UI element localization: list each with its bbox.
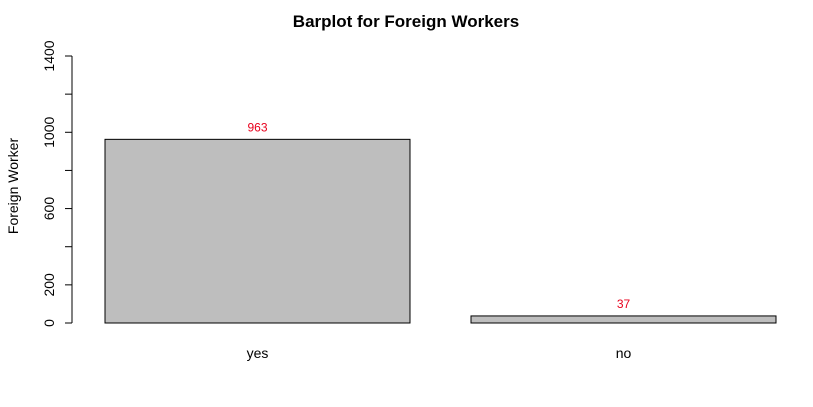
category-label-no: no xyxy=(616,345,632,361)
category-labels-group: yes no xyxy=(247,345,632,361)
y-tick-label: 200 xyxy=(41,273,57,297)
y-axis-label: Foreign Worker xyxy=(5,138,21,235)
y-tick-label: 600 xyxy=(41,197,57,221)
bar-yes xyxy=(104,138,411,324)
y-axis: 0 200 600 1000 1400 xyxy=(41,40,73,327)
bar-value-label: 963 xyxy=(247,120,267,134)
chart-title: Barplot for Foreign Workers xyxy=(293,12,519,31)
value-labels-group: 963 37 xyxy=(247,120,630,311)
bar-value-label: 37 xyxy=(617,297,631,311)
category-label-yes: yes xyxy=(247,345,269,361)
bars-group xyxy=(104,138,777,324)
y-tick-label: 1400 xyxy=(41,40,57,71)
bar-no xyxy=(470,315,777,324)
y-tick-label: 0 xyxy=(41,319,57,327)
y-tick-label: 1000 xyxy=(41,117,57,148)
